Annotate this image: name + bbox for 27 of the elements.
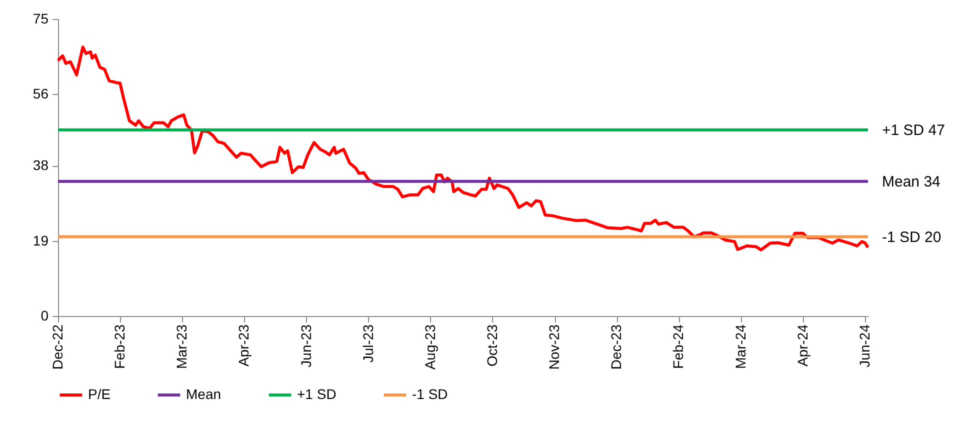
x-tick-label: Oct-23: [484, 324, 500, 367]
x-tick-label: Aug-23: [422, 324, 438, 370]
annotation: +1 SD 47: [882, 122, 945, 139]
legend-label: -1 SD: [412, 386, 448, 402]
x-tick-label: Dec-23: [608, 324, 624, 370]
y-tick-label: 38: [32, 157, 49, 174]
x-tick-label: Mar-24: [732, 324, 748, 369]
x-tick-label: Jun-24: [856, 324, 872, 368]
x-tick-label: Nov-23: [546, 324, 562, 370]
y-tick-label: 75: [32, 10, 49, 26]
x-tick-label: Mar-23: [174, 324, 190, 369]
legend-label: P/E: [88, 386, 111, 402]
x-tick-label: Jun-23: [298, 324, 314, 368]
x-tick-label: Apr-24: [794, 324, 810, 367]
legend-label: Mean: [186, 386, 222, 402]
x-tick-label: Feb-24: [670, 324, 686, 369]
y-tick-label: 19: [32, 232, 49, 248]
x-tick-label: Apr-23: [236, 324, 252, 367]
legend-label: +1 SD: [297, 386, 336, 402]
annotation: -1 SD 20: [882, 228, 942, 246]
x-tick-label: Jul-23: [360, 324, 376, 363]
x-tick-label: Feb-23: [112, 324, 128, 369]
y-tick-label: 0: [40, 308, 49, 324]
line-series: [56, 46, 870, 252]
annotation: Mean 34: [882, 173, 940, 190]
x-tick-label: Dec-22: [50, 324, 66, 370]
y-tick-label: 56: [32, 86, 49, 102]
